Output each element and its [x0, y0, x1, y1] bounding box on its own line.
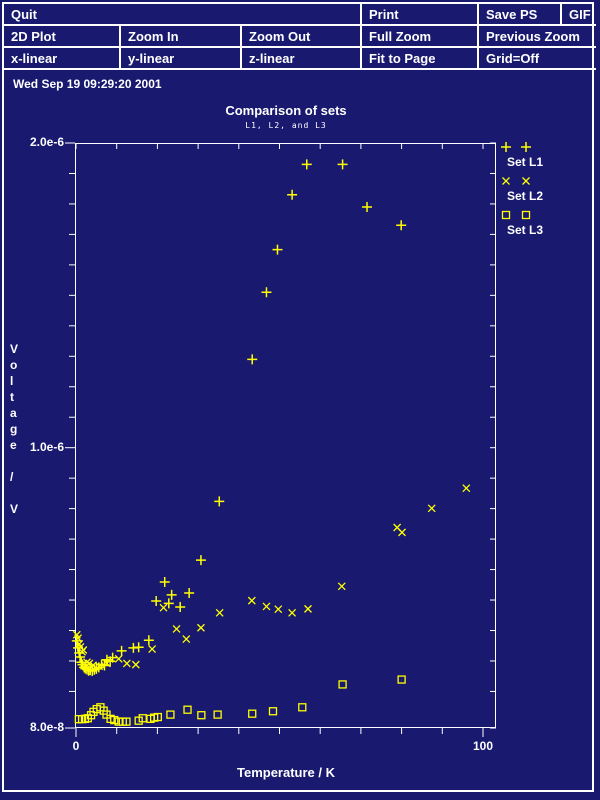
marker-plus — [521, 142, 531, 152]
menu-bar: Quit Print Save PS GIF 2D Plot Zoom In Z… — [4, 4, 596, 70]
status-datetime: Wed Sep 19 09:29:20 2001 — [13, 77, 162, 91]
menu-item-z-linear[interactable]: z-linear — [242, 48, 362, 68]
menu-item-zoom-out[interactable]: Zoom Out — [242, 26, 362, 46]
legend-label-set-l3: Set L3 — [507, 223, 544, 237]
menu-item-full-zoom[interactable]: Full Zoom — [362, 26, 479, 46]
marker-square — [501, 210, 511, 220]
marker-plus — [501, 142, 511, 152]
menu-item-x-linear[interactable]: x-linear — [4, 48, 121, 68]
marker-cross — [502, 177, 510, 185]
plot-area[interactable] — [75, 143, 496, 728]
menu-item-fit-to-page[interactable]: Fit to Page — [362, 48, 479, 68]
menu-row-1: Quit Print Save PS GIF — [4, 4, 596, 26]
chart-title: Comparison of sets — [225, 103, 347, 118]
x-tick-label: 0 — [72, 739, 80, 753]
y-axis-label: V o l t a g e / V — [10, 342, 19, 516]
legend-label-set-l1: Set L1 — [507, 155, 544, 169]
y-tick-label: 8.0e-8 — [29, 720, 64, 734]
menu-item-gif[interactable]: GIF — [569, 6, 591, 22]
menu-item-2d-plot[interactable]: 2D Plot — [4, 26, 121, 46]
menu-item-save-ps[interactable]: Save PS — [479, 4, 562, 24]
y-tick-label: 2.0e-6 — [29, 135, 64, 149]
x-tick-label: 100 — [472, 739, 494, 753]
menu-item-print[interactable]: Print — [362, 4, 479, 24]
menu-row-2: 2D Plot Zoom In Zoom Out Full Zoom Previ… — [4, 26, 596, 48]
menu-item-y-linear[interactable]: y-linear — [121, 48, 242, 68]
marker-cross — [522, 177, 530, 185]
marker-square — [521, 210, 531, 220]
y-tick-label: 1.0e-6 — [29, 439, 64, 454]
x-axis-label: Temperature / K — [236, 765, 335, 780]
menu-item-previous-zoom[interactable]: Previous Zoom — [486, 28, 580, 44]
menu-item-quit[interactable]: Quit — [4, 4, 362, 24]
menu-item-zoom-in[interactable]: Zoom In — [121, 26, 242, 46]
menu-item-grid-off[interactable]: Grid=Off — [486, 50, 540, 66]
legend-label-set-l2: Set L2 — [507, 189, 544, 203]
menu-row-3: x-linear y-linear z-linear Fit to Page G… — [4, 48, 596, 70]
chart-subtitle: L1, L2, and L3 — [245, 121, 327, 130]
